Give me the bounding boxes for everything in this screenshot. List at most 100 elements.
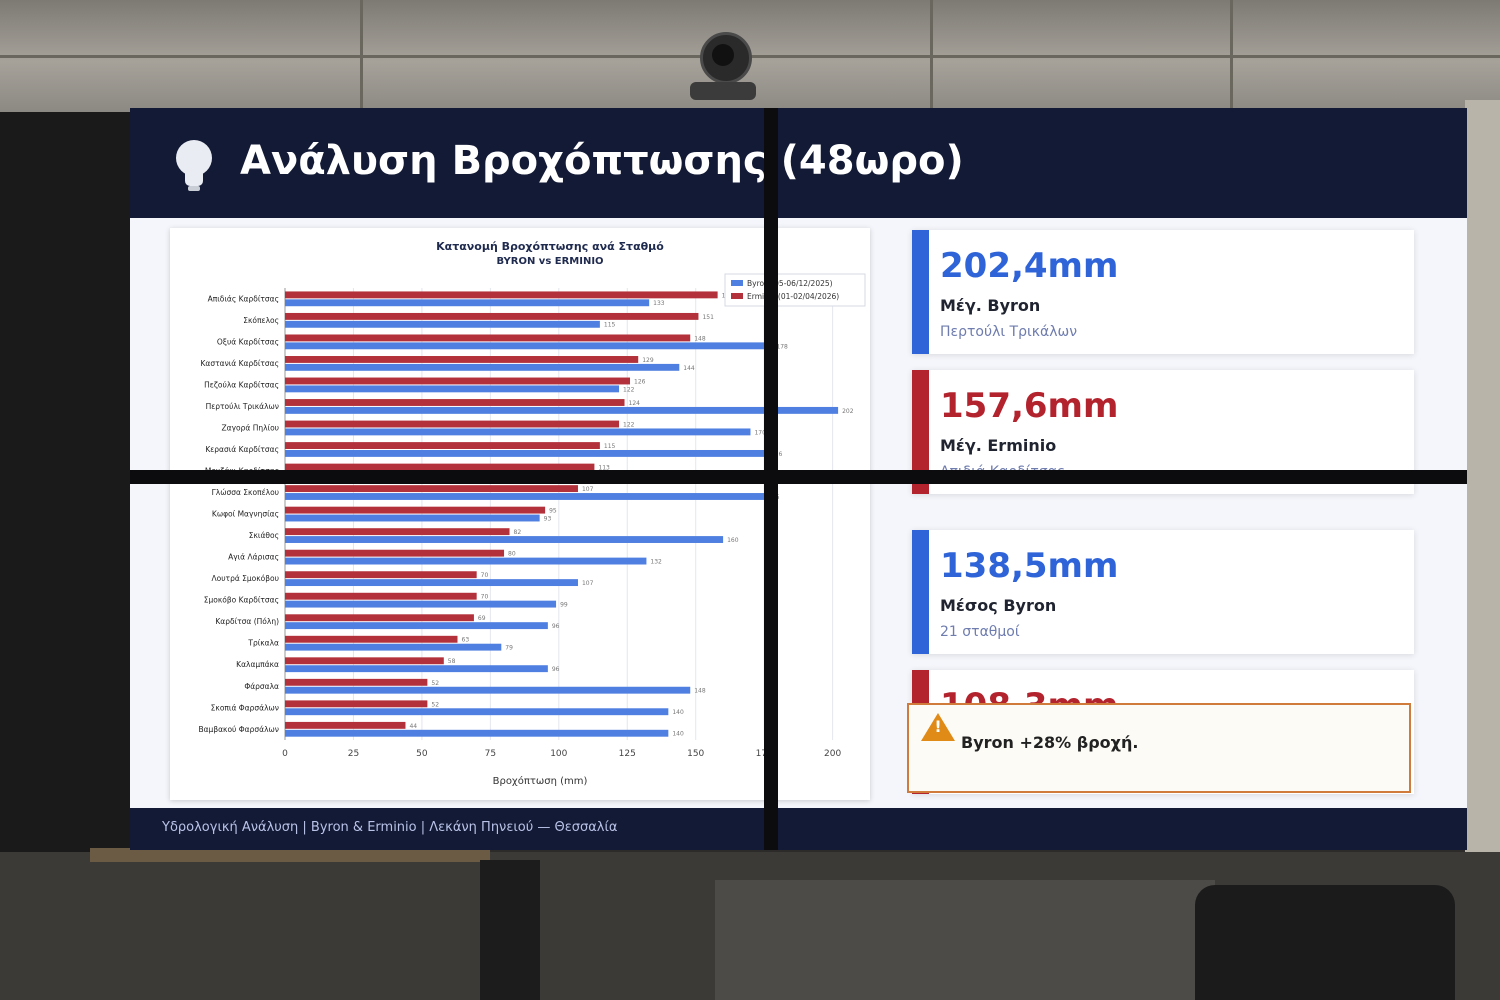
bar-byron <box>285 622 548 630</box>
bar-erminio <box>285 442 600 449</box>
bar-erminio <box>285 291 718 299</box>
x-tick-label: 125 <box>619 749 636 759</box>
y-tick-label: Φάρσαλα <box>244 682 279 691</box>
cabinet <box>715 880 1215 1000</box>
data-label: 79 <box>505 645 513 652</box>
y-tick-label: Καστανιά Καρδίτσας <box>201 359 280 368</box>
slide-header: Ανάλυση Βροχόπτωσης (48ωρο) <box>130 108 1467 218</box>
warning-icon <box>921 713 955 741</box>
bar-byron <box>285 342 773 350</box>
data-label: 52 <box>431 701 439 708</box>
alert-message: Byron +28% βροχή. <box>961 733 1139 752</box>
data-label: 95 <box>549 508 557 515</box>
bar-byron <box>285 493 765 500</box>
data-label: 170 <box>754 429 766 436</box>
y-tick-label: Σκιάθος <box>249 531 279 540</box>
bar-erminio <box>285 549 505 557</box>
y-tick-label: Καρδίτσα (Πόλη) <box>215 617 279 626</box>
y-tick-label: Τρίκαλα <box>247 639 279 648</box>
bar-byron <box>285 363 680 371</box>
y-tick-label: Γλώσσα Σκοπέλου <box>212 488 279 497</box>
stat-subtext: Περτούλι Τρικάλων <box>940 324 1078 340</box>
bar-byron <box>285 665 548 673</box>
data-label: 107 <box>582 580 594 587</box>
bar-byron <box>285 449 767 457</box>
chart-x-axis-label: Βροχόπτωση (mm) <box>493 775 588 787</box>
y-tick-label: Αγιά Λάρισας <box>228 553 279 562</box>
bar-byron <box>285 406 839 414</box>
desk <box>90 848 490 862</box>
data-label: 126 <box>634 378 646 385</box>
stat-card: 138,5mm Μέσος Byron 21 σταθμοί <box>912 530 1414 654</box>
bar-byron <box>285 536 724 543</box>
bar-byron <box>285 686 691 694</box>
y-tick-label: Σμοκόβο Καρδίτσας <box>204 596 279 605</box>
x-tick-label: 75 <box>485 749 496 759</box>
bar-erminio <box>285 657 444 665</box>
data-label: 107 <box>582 486 594 493</box>
data-label: 148 <box>694 335 706 342</box>
data-label: 122 <box>623 421 635 428</box>
y-tick-label: Πεζούλα Καρδίτσας <box>204 380 279 389</box>
lightbulb-icon <box>176 140 214 192</box>
y-tick-label: Σκοπιά Φαρσάλων <box>211 703 279 712</box>
office-chair <box>1195 885 1455 1000</box>
chart-subtitle: BYRON vs ERMINIO <box>496 256 603 267</box>
x-tick-label: 50 <box>416 749 428 759</box>
y-tick-label: Λουτρά Σμοκόβου <box>212 574 280 583</box>
bar-erminio <box>285 377 630 385</box>
data-label: 52 <box>431 680 439 687</box>
data-label: 99 <box>560 602 568 609</box>
data-label: 129 <box>642 357 654 364</box>
bar-byron <box>285 428 751 436</box>
camera-icon <box>690 28 758 106</box>
y-tick-label: Κωφοί Μαγνησίας <box>212 510 279 519</box>
y-tick-label: Ζαγορά Πηλίου <box>222 423 280 432</box>
video-wall-slide: Ανάλυση Βροχόπτωσης (48ωρο) Κατανομή Βρο… <box>130 108 1467 850</box>
data-label: 82 <box>514 529 522 536</box>
data-label: 69 <box>478 615 486 622</box>
bar-erminio <box>285 678 428 686</box>
bar-byron <box>285 385 620 393</box>
x-tick-label: 0 <box>282 749 288 759</box>
x-tick-label: 200 <box>824 749 841 759</box>
bar-byron <box>285 299 650 307</box>
data-label: 178 <box>776 343 788 350</box>
stat-card: 202,4mm Μέγ. Byron Περτούλι Τρικάλων <box>912 230 1414 354</box>
stat-value: 138,5mm <box>940 546 1119 586</box>
bar-byron <box>285 643 502 651</box>
data-label: 44 <box>409 723 417 730</box>
warning-alert: ! Byron +28% βροχή. <box>907 703 1411 793</box>
bar-erminio <box>285 334 691 342</box>
data-label: 124 <box>629 400 641 407</box>
data-label: 133 <box>653 300 665 307</box>
bar-erminio <box>285 463 595 471</box>
bar-byron <box>285 600 557 608</box>
bar-erminio <box>285 399 625 406</box>
x-tick-label: 150 <box>687 749 704 759</box>
chart-title: Κατανομή Βροχόπτωσης ανά Σταθμό <box>436 240 664 253</box>
room-wall-left <box>0 112 130 852</box>
data-label: 58 <box>448 658 456 665</box>
stand <box>480 860 540 1000</box>
rainfall-bar-chart: Κατανομή Βροχόπτωσης ανά Σταθμό BYRON vs… <box>198 240 866 787</box>
data-label: 115 <box>604 443 616 450</box>
bar-erminio <box>285 592 477 600</box>
legend <box>724 273 866 307</box>
data-label: 96 <box>552 666 560 673</box>
y-tick-label: Περτούλι Τρικάλων <box>206 402 279 411</box>
bar-erminio <box>285 312 699 320</box>
y-tick-label: Βαμβακού Φαρσάλων <box>198 725 279 734</box>
data-label: 93 <box>544 515 552 522</box>
room-wall-right <box>1465 100 1500 1000</box>
data-label: 63 <box>462 637 470 644</box>
stat-accent-bar <box>912 230 929 354</box>
data-label: 115 <box>604 322 616 329</box>
data-label: 80 <box>508 551 516 558</box>
footer-text: Υδρολογική Ανάλυση | Byron & Erminio | Λ… <box>162 820 618 835</box>
rainfall-chart-card: Κατανομή Βροχόπτωσης ανά Σταθμό BYRON vs… <box>170 228 870 800</box>
bar-erminio <box>285 635 458 643</box>
data-label: 70 <box>481 594 489 601</box>
data-label: 140 <box>672 709 684 716</box>
bar-erminio <box>285 420 620 428</box>
